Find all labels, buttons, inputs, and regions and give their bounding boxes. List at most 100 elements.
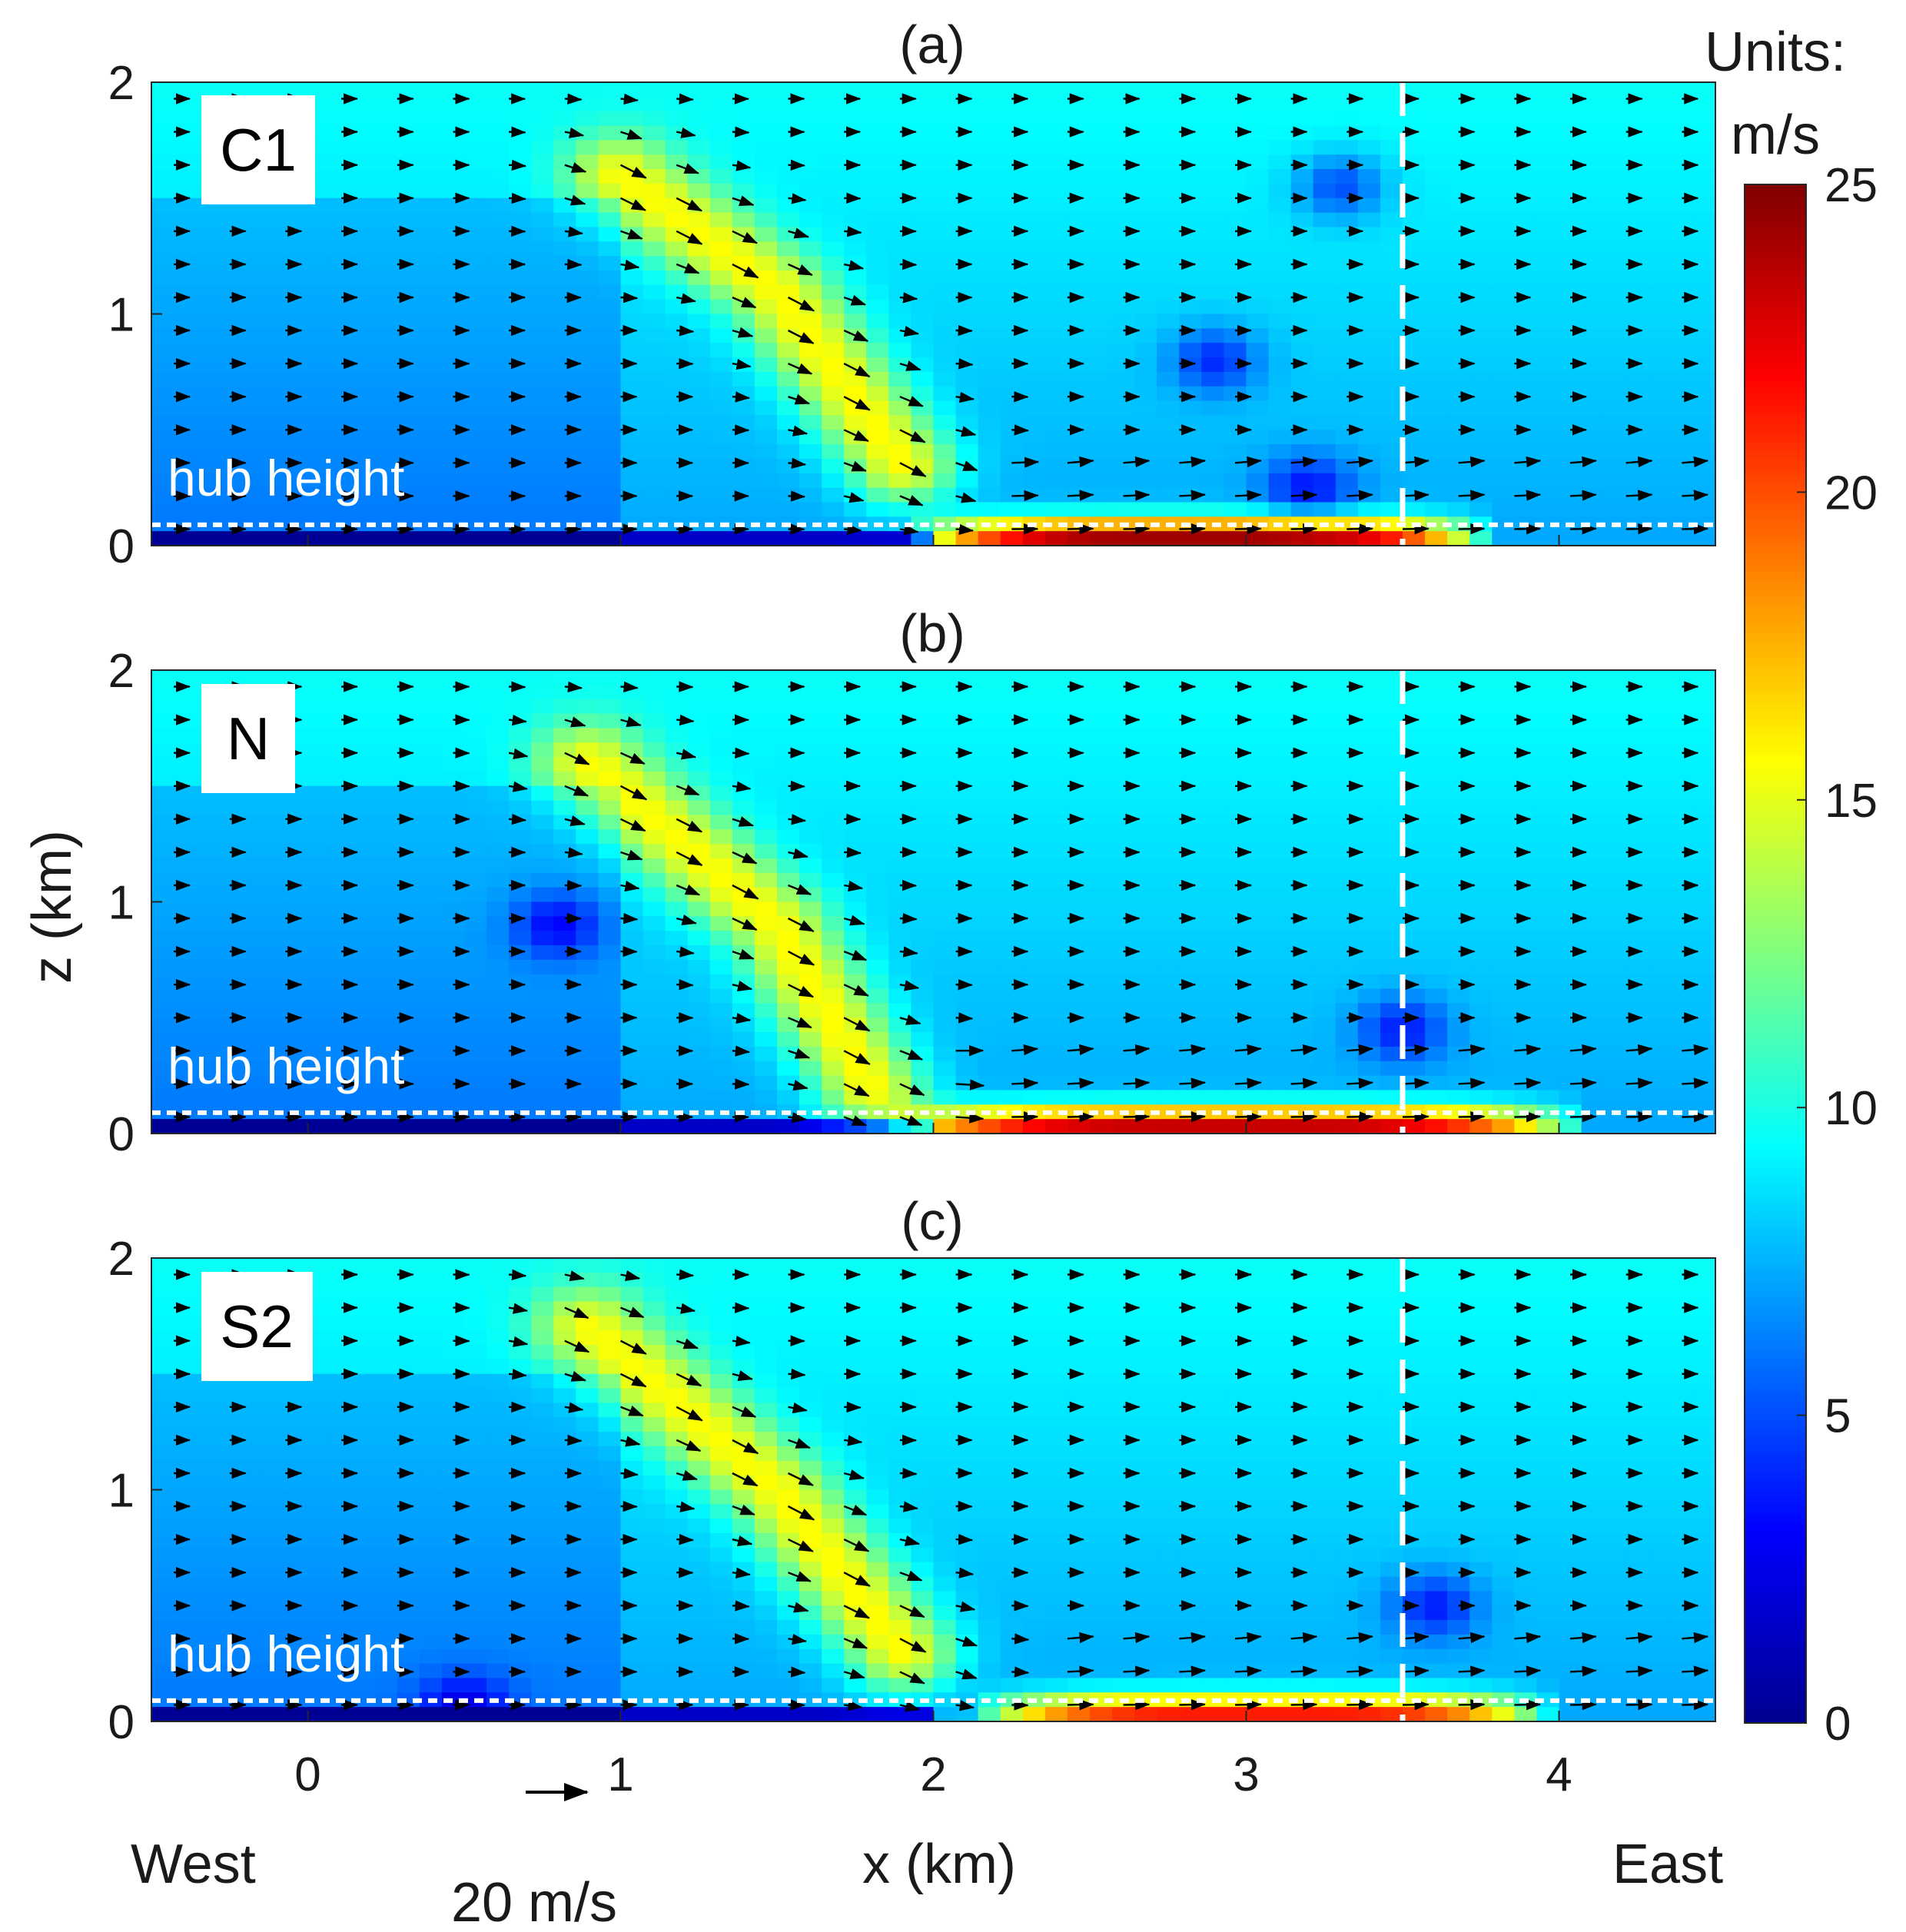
field-cell [1134, 111, 1158, 127]
field-cell [911, 328, 935, 344]
field-cell [978, 314, 1001, 330]
field-cell [1559, 531, 1582, 546]
field-cell [486, 241, 510, 257]
field-cell [196, 974, 220, 990]
field-cell [888, 227, 912, 243]
field-cell [1492, 1104, 1516, 1120]
field-cell [1648, 415, 1672, 431]
field-cell [1648, 670, 1672, 685]
field-cell [598, 785, 622, 802]
field-cell [576, 713, 599, 729]
field-cell [1469, 357, 1493, 373]
field-cell [1268, 357, 1292, 373]
field-cell [1670, 212, 1694, 228]
field-cell [218, 400, 242, 417]
wind-vector [788, 457, 807, 469]
field-cell [911, 458, 935, 474]
field-cell [687, 901, 711, 918]
field-cell [307, 357, 331, 373]
field-cell [709, 1061, 733, 1077]
field-cell [866, 430, 890, 445]
field-cell [732, 270, 755, 286]
field-cell [397, 1090, 420, 1106]
field-cell [218, 473, 242, 489]
field-cell [486, 699, 510, 715]
field-cell [174, 299, 197, 315]
field-cell [1425, 154, 1448, 170]
field-cell [1134, 270, 1158, 286]
field-cell [307, 1075, 331, 1091]
field-cell [1290, 343, 1314, 358]
field-cell [822, 502, 845, 518]
field-cell [665, 670, 689, 685]
field-cell [1403, 140, 1426, 156]
field-cell [374, 241, 398, 257]
field-cell [241, 1061, 264, 1077]
field-cell [1044, 974, 1068, 990]
field-cell [1514, 386, 1538, 402]
field-cell [1357, 988, 1381, 1004]
field-cell [598, 945, 622, 961]
field-cell [1492, 713, 1516, 729]
field-cell [1425, 684, 1448, 700]
field-cell [1380, 742, 1403, 758]
field-cell [196, 858, 220, 874]
field-cell [352, 256, 376, 271]
field-cell [1022, 800, 1046, 816]
field-cell [1581, 684, 1605, 700]
field-cell [978, 916, 1001, 931]
field-cell [1290, 800, 1314, 816]
field-cell [1179, 757, 1203, 772]
field-cell [709, 1032, 733, 1047]
field-cell [1134, 916, 1158, 931]
field-cell [1157, 916, 1180, 931]
field-cell [933, 386, 957, 402]
field-cell [732, 670, 755, 685]
field-cell [620, 1017, 644, 1033]
field-cell [464, 111, 487, 127]
field-cell [1201, 931, 1225, 946]
field-cell [1290, 198, 1314, 214]
field-cell [1581, 270, 1605, 286]
field-cell [754, 82, 778, 98]
field-cell [1313, 815, 1337, 831]
field-cell [777, 154, 800, 170]
field-cell [1536, 670, 1560, 685]
field-cell [1425, 800, 1448, 816]
field-cell [1603, 699, 1627, 715]
field-cell [1380, 314, 1403, 330]
field-cell [1224, 227, 1247, 243]
field-cell [1581, 444, 1605, 460]
field-cell [1403, 502, 1426, 518]
field-cell [352, 1075, 376, 1091]
field-cell [1134, 371, 1158, 387]
field-cell [643, 901, 666, 918]
field-cell [263, 1119, 287, 1134]
field-cell [1692, 270, 1716, 286]
field-cell [330, 125, 354, 141]
field-cell [397, 858, 420, 874]
field-cell [1000, 444, 1024, 460]
field-cell [754, 800, 778, 816]
field-cell [1224, 400, 1247, 417]
field-cell [352, 96, 376, 112]
field-cell [1559, 800, 1582, 816]
field-cell [1357, 415, 1381, 431]
field-cell [263, 887, 287, 903]
field-cell [1447, 241, 1471, 257]
field-cell [1179, 386, 1203, 402]
field-cell [799, 371, 822, 387]
field-cell [1536, 227, 1560, 243]
field-cell [486, 284, 510, 300]
field-cell [754, 988, 778, 1004]
field-cell [196, 844, 220, 859]
field-cell [1403, 415, 1426, 431]
field-cell [1157, 1075, 1180, 1091]
field-cell [218, 1003, 242, 1019]
field-cell [1469, 140, 1493, 156]
field-cell [1447, 1032, 1471, 1047]
field-cell [307, 757, 331, 772]
field-cell [1290, 386, 1314, 402]
field-cell [1447, 444, 1471, 460]
field-cell [1581, 887, 1605, 903]
